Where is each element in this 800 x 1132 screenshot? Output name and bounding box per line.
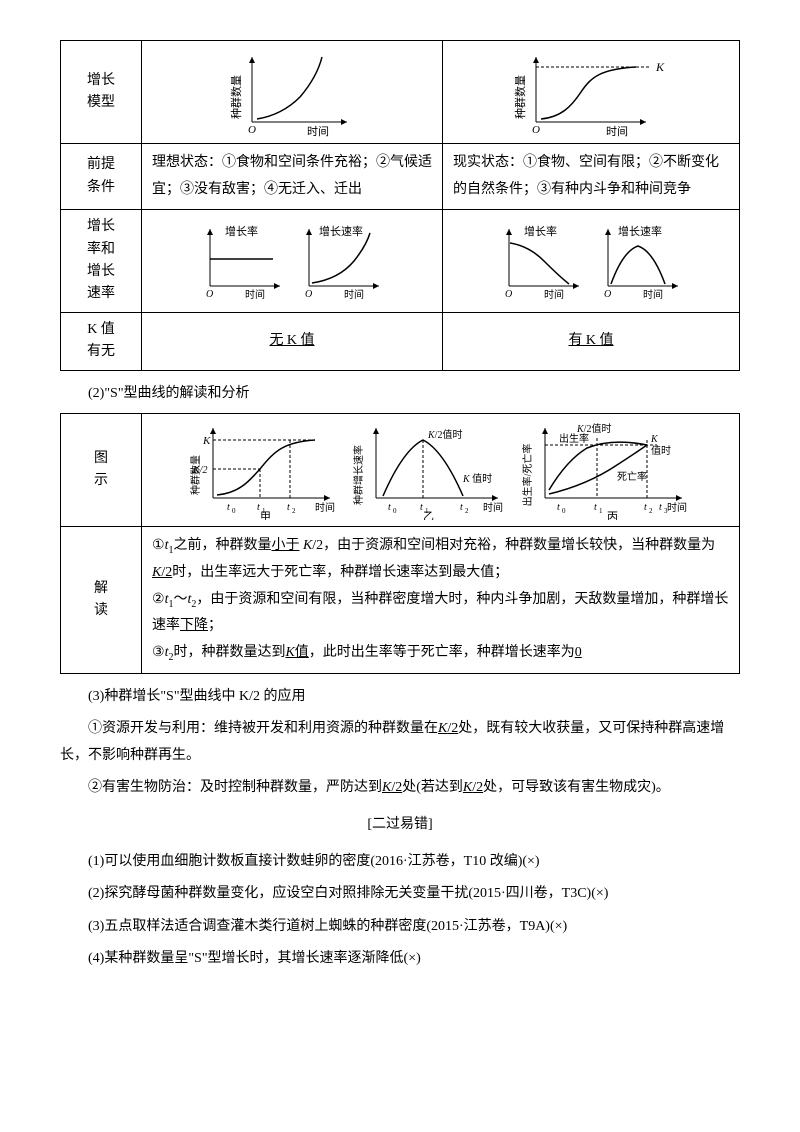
svg-text:K/2: K/2 <box>192 465 207 476</box>
table-growth-models: 增长 模型 种群数量 O 时间 种群数量 O 时间 <box>60 40 740 371</box>
svg-text:K: K <box>650 434 659 445</box>
svg-text:甲: 甲 <box>260 511 271 520</box>
q2: (2)探究酵母菌种群数量变化，应设空白对照排除无关变量干扰(2015·四川卷，T… <box>60 881 740 908</box>
svg-text:种群数量: 种群数量 <box>513 75 527 119</box>
svg-text:值时: 值时 <box>651 444 671 457</box>
svg-text:K/2值时: K/2值时 <box>427 428 462 441</box>
svg-text:t: t <box>644 502 647 513</box>
q1: (1)可以使用血细胞计数板直接计数蛙卵的密度(2016·江苏卷，T10 改编)(… <box>60 849 740 876</box>
svg-text:1: 1 <box>599 507 603 515</box>
svg-text:增长率: 增长率 <box>524 224 557 238</box>
p-resource: ①资源开发与利用：维持被开发和利用资源的种群数量在K/2处，既有较大收获量，又可… <box>60 716 740 769</box>
svg-text:O: O <box>305 289 312 300</box>
svg-text:t: t <box>287 502 290 513</box>
row-head-condition: 前提 条件 <box>61 144 142 210</box>
svg-text:K 值时: K 值时 <box>462 472 492 485</box>
cell-s-rates: O 时间 增长率 O 时间 增长速率 <box>443 210 740 313</box>
svg-text:时间: 时间 <box>544 288 564 301</box>
svg-text:2: 2 <box>465 507 469 515</box>
svg-text:t: t <box>388 502 391 513</box>
svg-text:丙: 丙 <box>607 511 618 520</box>
svg-text:时间: 时间 <box>245 288 265 301</box>
svg-text:K: K <box>655 60 665 74</box>
row-head-figure: 图 示 <box>61 414 142 527</box>
svg-text:O: O <box>206 289 213 300</box>
svg-text:时间: 时间 <box>643 288 663 301</box>
svg-text:O: O <box>505 289 512 300</box>
svg-text:时间: 时间 <box>307 125 329 137</box>
s-curve-svg: 种群数量 O 时间 K <box>506 47 676 137</box>
svg-text:t: t <box>227 502 230 513</box>
cell-real: 现实状态：①食物、空间有限；②不断变化的自然条件；③有种内斗争和种间竞争 <box>443 144 740 210</box>
cell-ideal: 理想状态：①食物和空间条件充裕；②气候适宜；③没有敌害；④无迁入、迁出 <box>142 144 443 210</box>
svg-text:0: 0 <box>232 507 236 515</box>
row-head-kvalue: K 值 有无 <box>61 312 142 370</box>
cell-s-curve: 种群数量 O 时间 K <box>443 41 740 144</box>
row-head-model: 增长 模型 <box>61 41 142 144</box>
svg-text:时间: 时间 <box>315 501 335 514</box>
svg-text:t: t <box>594 502 597 513</box>
cell-no-k: 无 K 值 <box>142 312 443 370</box>
svg-text:时间: 时间 <box>667 501 687 514</box>
svg-text:时间: 时间 <box>606 125 628 137</box>
q3: (3)五点取样法适合调查灌木类行道树上蜘蛛的种群密度(2015·江苏卷，T9A)… <box>60 914 740 941</box>
svg-text:2: 2 <box>649 507 653 515</box>
q4: (4)某种群数量呈"S"型增长时，其增长速率逐渐降低(×) <box>60 946 740 973</box>
cell-has-k: 有 K 值 <box>443 312 740 370</box>
svg-text:0: 0 <box>393 507 397 515</box>
j-curve-svg: 种群数量 O 时间 <box>222 47 362 137</box>
svg-text:种群数量: 种群数量 <box>229 75 243 119</box>
cell-j-rates: O 时间 增长率 O 时间 增长速率 <box>142 210 443 313</box>
svg-text:种群增长速率: 种群增长速率 <box>352 445 365 505</box>
svg-text:0: 0 <box>562 507 566 515</box>
svg-text:t: t <box>557 502 560 513</box>
svg-text:增长率: 增长率 <box>225 224 258 238</box>
p-pest: ②有害生物防治：及时控制种群数量，严防达到K/2处(若达到K/2处，可导致该有害… <box>60 775 740 802</box>
svg-text:死亡率: 死亡率 <box>617 470 647 483</box>
table-s-analysis: 图 示 种群数量 时间 K K/2 t0 t1 t2 甲 <box>60 413 740 674</box>
svg-text:时间: 时间 <box>483 501 503 514</box>
section2-title: (2)"S"型曲线的解读和分析 <box>60 381 740 408</box>
row-head-rate: 增长 率和 增长 速率 <box>61 210 142 313</box>
svg-text:O: O <box>604 289 611 300</box>
svg-text:时间: 时间 <box>344 288 364 301</box>
section-errors-title: [二过易错] <box>60 812 740 839</box>
svg-text:O: O <box>248 124 256 136</box>
row-head-explain: 解 读 <box>61 527 142 674</box>
svg-text:K/2值时: K/2值时 <box>576 422 611 435</box>
svg-text:t: t <box>659 502 662 513</box>
cell-explain: ①t1之前，种群数量小于 K/2，由于资源和空间相对充裕，种群数量增长较快，当种… <box>142 527 740 674</box>
svg-text:增长速率: 增长速率 <box>319 224 363 238</box>
svg-text:2: 2 <box>292 507 296 515</box>
svg-text:t: t <box>460 502 463 513</box>
cell-j-curve: 种群数量 O 时间 <box>142 41 443 144</box>
svg-text:增长速率: 增长速率 <box>618 224 662 238</box>
p-k2-title: (3)种群增长"S"型曲线中 K/2 的应用 <box>60 684 740 711</box>
svg-text:3: 3 <box>664 507 668 515</box>
cell-three-graphs: 种群数量 时间 K K/2 t0 t1 t2 甲 种群增长速率 <box>142 414 740 527</box>
svg-text:乙: 乙 <box>423 510 434 520</box>
svg-text:O: O <box>532 124 540 136</box>
svg-text:K: K <box>202 435 211 447</box>
svg-text:出生率/死亡率: 出生率/死亡率 <box>521 444 534 507</box>
